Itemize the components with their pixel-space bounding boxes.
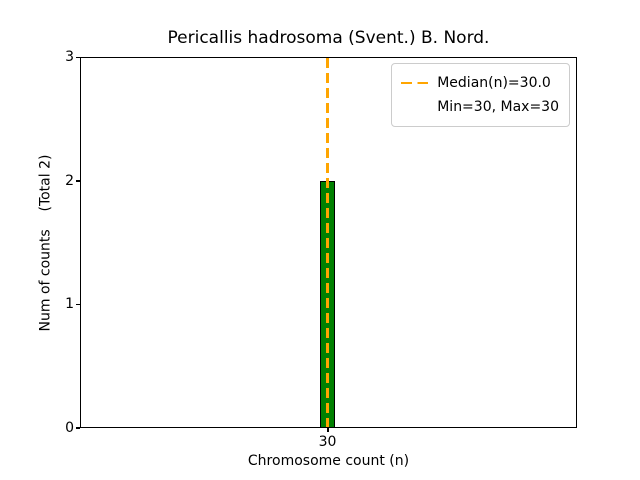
legend-label-median: Median(n)=30.0 xyxy=(437,75,551,91)
y-tick-label-0: 0 xyxy=(65,420,74,436)
x-axis-label: Chromosome count (n) xyxy=(247,453,410,469)
x-tick-mark-30 xyxy=(327,428,329,432)
y-tick-label-3: 3 xyxy=(65,49,74,65)
legend-entry-minmax: Min=30, Max=30 xyxy=(401,95,559,119)
y-tick-mark-3 xyxy=(76,56,80,58)
y-tick-mark-0 xyxy=(76,427,80,429)
legend-label-minmax: Min=30, Max=30 xyxy=(437,99,559,115)
y-tick-label-1: 1 xyxy=(65,296,74,312)
legend: Median(n)=30.0 Min=30, Max=30 xyxy=(391,63,570,127)
plot-area: Median(n)=30.0 Min=30, Max=30 xyxy=(80,57,577,428)
y-tick-mark-2 xyxy=(76,180,80,182)
legend-handle-spacer xyxy=(401,106,428,109)
y-tick-mark-1 xyxy=(76,303,80,305)
chart-title: Pericallis hadrosoma (Svent.) B. Nord. xyxy=(167,28,490,48)
legend-entry-median: Median(n)=30.0 xyxy=(401,71,559,95)
x-tick-label-30: 30 xyxy=(318,434,337,450)
dashed-line-icon xyxy=(401,81,429,85)
y-axis-label: Num of counts (Total 2) xyxy=(37,154,53,332)
y-tick-label-2: 2 xyxy=(65,173,74,189)
median-dashed-line xyxy=(326,58,329,427)
